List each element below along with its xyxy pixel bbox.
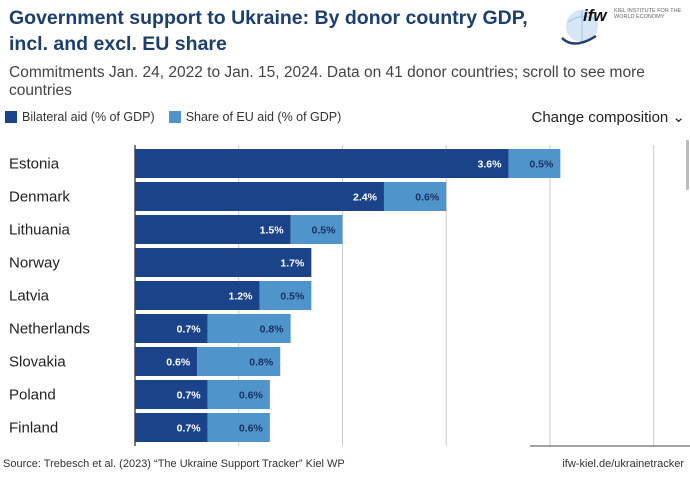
bar-segment-bilateral[interactable] [135,281,260,310]
data-label: 0.6% [415,192,440,204]
data-label: 0.5% [529,159,554,171]
scrollbar[interactable] [686,140,689,190]
change-composition-dropdown[interactable]: Change composition ⌄ [531,109,686,126]
bar-segment-eu-share[interactable] [207,314,291,343]
data-label: 0.7% [177,423,202,435]
bar-segment-bilateral[interactable] [135,149,509,178]
legend-swatch [5,111,17,123]
bar-segment-bilateral[interactable] [135,248,312,277]
category-label: Denmark [9,189,70,206]
bar-segment-eu-share[interactable] [259,281,312,310]
bar-segment-bilateral[interactable] [135,182,384,211]
category-label: Finland [9,420,58,437]
source-url[interactable]: ifw-kiel.de/ukrainetracker [562,458,684,470]
legend-swatch [168,111,181,123]
category-label: Estonia [9,156,60,173]
chart-title: Government support to Ukraine: By donor … [9,7,528,55]
data-label: 2.4% [353,192,378,204]
chart-subtitle: Commitments Jan. 24, 2022 to Jan. 15, 20… [9,64,645,99]
bar-segment-eu-share[interactable] [508,149,561,178]
category-label: Slovakia [9,354,66,371]
bar-segment-bilateral[interactable] [135,347,198,376]
category-label: Norway [9,255,60,272]
data-label: 0.7% [177,390,202,402]
data-label: 0.6% [239,423,264,435]
ifw-logo [560,2,690,50]
bar-segment-bilateral[interactable] [135,314,208,343]
bar-chart: Estonia 3.6% 0.5% Denmark 2.4% 0.6% Lithuania 1… [9,145,690,447]
data-label: 0.6% [239,390,264,402]
data-label: 0.7% [177,324,202,336]
legend-label: Share of EU aid (% of GDP) [185,110,342,124]
category-label: Latvia [9,288,50,305]
legend: Bilateral aid (% of GDP) Share of EU aid… [5,110,355,124]
bar-segment-eu-share[interactable] [197,347,281,376]
bar-segment-eu-share[interactable] [207,380,270,409]
bar-segment-bilateral[interactable] [135,380,208,409]
category-label: Lithuania [9,222,71,239]
logo-wordmark: ifw [583,6,607,25]
data-label: 0.6% [166,357,191,369]
legend-label: Bilateral aid (% of GDP) [22,110,155,124]
bar-segment-eu-share[interactable] [383,182,447,211]
category-label: Poland [9,387,56,404]
bar-segment-eu-share[interactable] [290,215,343,244]
data-label: 0.8% [260,324,285,336]
globe-icon [561,10,599,45]
bar-segment-eu-share[interactable] [207,413,270,442]
legend-item-bilateral[interactable]: Bilateral aid (% of GDP) [5,110,155,124]
source-note: Source: Trebesch et al. (2023) “The Ukra… [3,458,345,470]
logo-subtext: KIEL INSTITUTE FOR THE WORLD ECONOMY [614,8,682,20]
data-label: 3.6% [478,159,503,171]
bar-segment-bilateral[interactable] [135,215,291,244]
data-label: 1.2% [229,291,254,303]
data-label: 1.5% [260,225,285,237]
legend-item-eu-share[interactable]: Share of EU aid (% of GDP) [168,110,342,124]
data-label: 1.7% [280,258,305,270]
bar-segment-bilateral[interactable] [135,413,208,442]
category-label: Netherlands [9,321,90,338]
data-label: 0.8% [249,357,274,369]
data-label: 0.5% [280,291,305,303]
data-label: 0.5% [312,225,337,237]
